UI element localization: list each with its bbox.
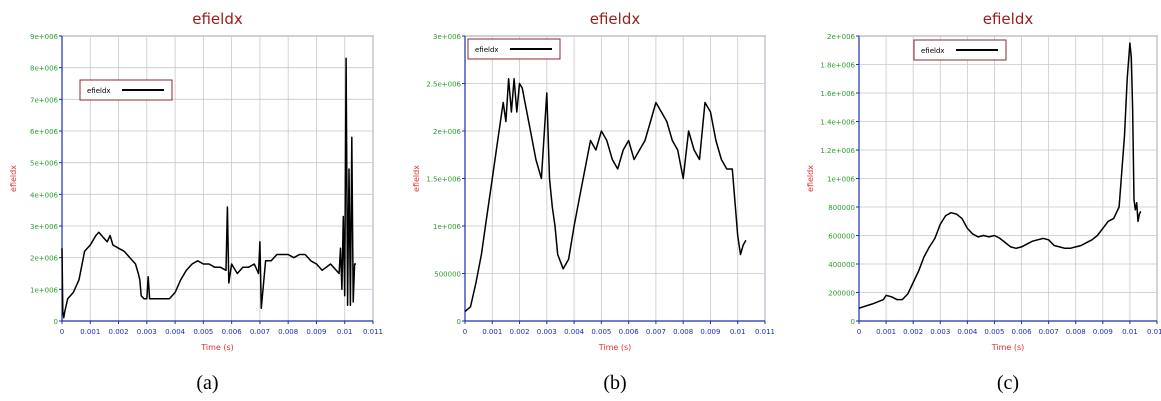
x-tick-label: 0.001 xyxy=(482,328,502,336)
x-tick-label: 0.005 xyxy=(193,328,213,336)
chart-title: efieldx xyxy=(590,10,641,28)
x-tick-label: 0.008 xyxy=(1066,328,1086,336)
x-tick-label: 0 xyxy=(463,328,467,336)
x-tick-label: 0.007 xyxy=(1039,328,1059,336)
x-tick-label: 0.003 xyxy=(537,328,557,336)
x-axis-label: Time (s) xyxy=(991,343,1025,352)
y-tick-label: 1e+006 xyxy=(30,286,59,294)
x-axis-label: Time (s) xyxy=(200,343,234,352)
x-tick-label: 0.011 xyxy=(363,328,383,336)
y-tick-label: 1e+006 xyxy=(433,223,462,231)
panel-caption: (a) xyxy=(196,372,218,394)
y-tick-label: 1e+006 xyxy=(827,176,856,184)
chart-panel-1: efieldx 0 1e+006 2e+006 3e+006 4e+006 5e+006 6e… xyxy=(0,0,387,396)
x-tick-label: 0.01 xyxy=(1122,328,1138,336)
x-tick-label: 0.007 xyxy=(646,328,666,336)
plot-area xyxy=(62,36,373,321)
y-tick-label: 1.5e+006 xyxy=(426,176,461,184)
x-axis-label: Time (s) xyxy=(598,343,632,352)
legend-label: efieldx xyxy=(87,87,111,95)
x-tick-label: 0.009 xyxy=(306,328,326,336)
x-tick-label: 0.008 xyxy=(673,328,693,336)
x-tick-label: 0.011 xyxy=(755,328,774,336)
x-tick-label: 0.001 xyxy=(80,328,100,336)
y-tick-label: 1.2e+006 xyxy=(820,147,855,155)
y-tick-label: 0 xyxy=(457,318,461,326)
legend-label: efieldx xyxy=(921,47,945,55)
x-tick-label: 0.005 xyxy=(591,328,611,336)
x-tick-label: 0.002 xyxy=(903,328,923,336)
y-axis-label: efieldx xyxy=(412,165,421,192)
y-tick-label: 2e+006 xyxy=(433,128,462,136)
x-tick-label: 0.004 xyxy=(957,328,978,336)
y-tick-label: 200000 xyxy=(828,290,855,298)
y-tick-label: 0 xyxy=(851,318,855,326)
y-tick-label: 3e+006 xyxy=(433,33,462,41)
x-tick-label: 0.009 xyxy=(700,328,720,336)
y-tick-label: 2.5e+006 xyxy=(426,81,461,89)
y-tick-label: 5e+006 xyxy=(30,160,59,168)
x-tick-label: 0.01 xyxy=(730,328,746,336)
y-tick-label: 1.8e+006 xyxy=(820,62,855,70)
chart-svg-2: efieldx 0 500000 1e+006 1.5e+006 2e+006 2.5e+0… xyxy=(387,0,774,396)
y-tick-label: 1.4e+006 xyxy=(820,119,855,127)
x-tick-label: 0 xyxy=(60,328,64,336)
chart-svg-3: efieldx 0 200000 400000 600000 800000 1e+006 1.… xyxy=(774,0,1161,396)
chart-svg-1: efieldx 0 1e+006 2e+006 3e+006 4e+006 5e+006 6e… xyxy=(0,0,387,396)
x-tick-label: 0.004 xyxy=(165,328,186,336)
panel-caption: (b) xyxy=(603,372,626,394)
x-tick-label: 0.006 xyxy=(1012,328,1033,336)
y-tick-label: 1.6e+006 xyxy=(820,90,855,98)
x-tick-label: 0.009 xyxy=(1093,328,1113,336)
y-tick-label: 2e+006 xyxy=(30,255,59,263)
chart-panel-3: efieldx 0 200000 400000 600000 800000 1e+006 1.… xyxy=(774,0,1161,396)
y-tick-label: 400000 xyxy=(828,261,855,269)
x-tick-label: 0.006 xyxy=(222,328,243,336)
y-tick-label: 600000 xyxy=(828,233,855,241)
y-axis-label: efieldx xyxy=(806,165,815,192)
y-tick-label: 9e+006 xyxy=(30,33,59,41)
x-tick-label: 0.007 xyxy=(250,328,270,336)
x-tick-label: 0.001 xyxy=(876,328,896,336)
x-tick-label: 0.002 xyxy=(109,328,129,336)
x-tick-label: 0.004 xyxy=(564,328,585,336)
x-tick-label: 0.003 xyxy=(930,328,950,336)
chart-title: efieldx xyxy=(983,10,1034,28)
x-tick-label: 0.008 xyxy=(278,328,298,336)
legend-label: efieldx xyxy=(475,46,499,54)
y-tick-label: 2e+006 xyxy=(827,33,856,41)
y-tick-label: 800000 xyxy=(828,204,855,212)
y-tick-label: 0 xyxy=(54,318,58,326)
chart-title: efieldx xyxy=(192,10,243,28)
y-tick-label: 7e+006 xyxy=(30,96,59,104)
panel-caption: (c) xyxy=(997,372,1019,394)
x-tick-label: 0 xyxy=(857,328,861,336)
chart-panel-2: efieldx 0 500000 1e+006 1.5e+006 2e+006 2.5e+0… xyxy=(387,0,774,396)
x-tick-label: 0.003 xyxy=(137,328,157,336)
y-tick-label: 4e+006 xyxy=(30,191,59,199)
x-tick-label: 0.011 xyxy=(1147,328,1161,336)
x-tick-label: 0.01 xyxy=(337,328,353,336)
y-tick-label: 8e+006 xyxy=(30,65,59,73)
y-tick-label: 500000 xyxy=(434,271,461,279)
x-tick-label: 0.002 xyxy=(510,328,530,336)
y-axis-label: efieldx xyxy=(9,165,18,192)
y-tick-label: 6e+006 xyxy=(30,128,59,136)
x-tick-label: 0.005 xyxy=(984,328,1004,336)
y-tick-label: 3e+006 xyxy=(30,223,59,231)
x-tick-label: 0.006 xyxy=(619,328,640,336)
